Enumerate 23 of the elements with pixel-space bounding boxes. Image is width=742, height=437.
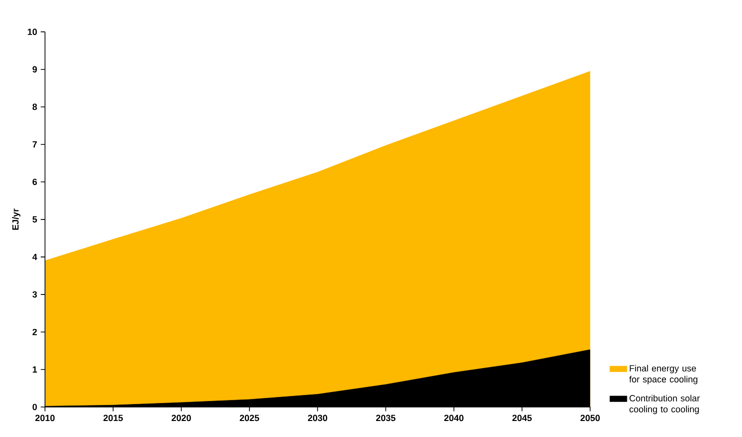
y-tick-label: 0 — [32, 404, 37, 410]
y-tick-label: 4 — [32, 254, 38, 260]
y-tick-label: 6 — [32, 178, 37, 186]
x-tick-label: 2020 — [172, 414, 191, 422]
x-tick-label: 2035 — [376, 414, 396, 422]
y-tick-label: 2 — [32, 328, 37, 336]
y-tick-label: 1 — [32, 366, 37, 373]
x-tick-label: 2030 — [308, 414, 328, 422]
x-tick-label: 2010 — [35, 414, 55, 422]
y-tick-label: 3 — [32, 291, 37, 298]
x-tick-label: 2040 — [444, 414, 464, 422]
y-tick-label: 5 — [32, 216, 37, 223]
legend-label: Final energy use for space cooling — [629, 364, 698, 384]
y-tick-label: 8 — [32, 104, 37, 110]
legend-label: Contribution solar cooling to cooling — [629, 394, 700, 414]
x-tick-label: 2045 — [512, 414, 532, 422]
x-tick-label: 2050 — [580, 414, 600, 422]
x-tick-label: 2025 — [240, 414, 260, 422]
x-tick-label: 2015 — [103, 414, 123, 422]
y-tick-label: 7 — [32, 141, 37, 148]
y-axis-title: EJ/yr — [12, 208, 20, 230]
y-tick-label: 10 — [28, 28, 37, 36]
y-tick-label: 9 — [32, 66, 37, 73]
